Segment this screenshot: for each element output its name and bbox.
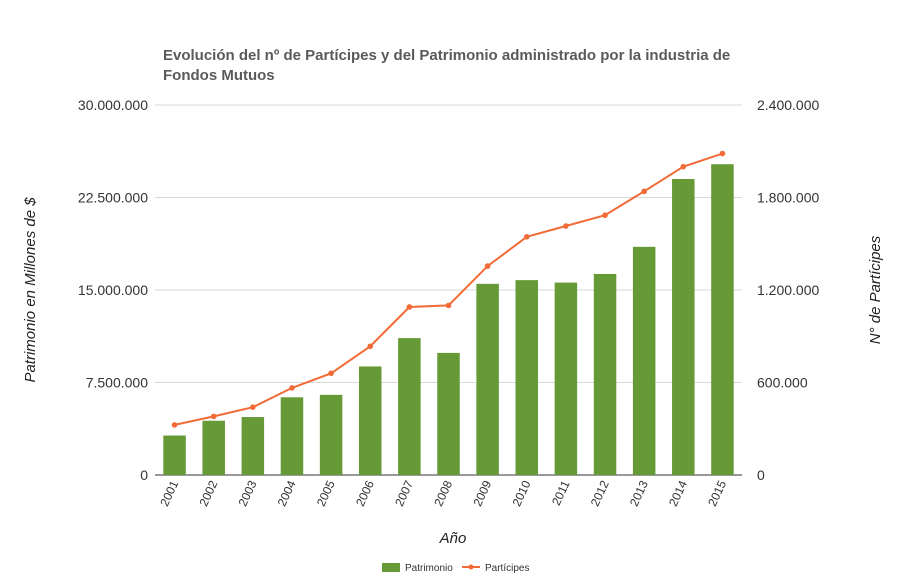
x-tick-label: 2004 xyxy=(275,478,299,508)
x-tick-label: 2007 xyxy=(392,478,416,508)
x-tick-label: 2001 xyxy=(157,478,181,508)
x-tick-label: 2011 xyxy=(549,478,573,508)
y-left-tick-label: 7.500.000 xyxy=(86,375,148,391)
x-axis-ticks: 2001 2002 2003 2004 2005 2006 2007 2008 2009 2010… xyxy=(157,478,729,508)
x-tick-label: 2008 xyxy=(431,478,455,508)
participes-point-2014 xyxy=(680,163,687,170)
bar-series-patrimonio xyxy=(163,164,734,475)
bar-2012 xyxy=(593,273,617,475)
x-tick-label: 2006 xyxy=(353,478,377,508)
x-axis-title: Año xyxy=(439,530,467,547)
x-tick-label: 2003 xyxy=(236,478,260,508)
y-axis-left-title: Patrimonio en Millones de $ xyxy=(22,197,39,383)
bar-2013 xyxy=(632,246,656,475)
bar-2001 xyxy=(163,435,186,475)
chart-title-line-2: Fondos Mutuos xyxy=(163,67,275,84)
x-tick-label: 2010 xyxy=(510,478,534,508)
y-right-tick-label: 1.800.000 xyxy=(757,190,819,206)
y-right-tick-label: 0 xyxy=(757,467,765,483)
line-series-participes xyxy=(171,150,726,428)
legend-label-participes: Partícipes xyxy=(485,563,529,574)
chart-title-line-1: Evolución del nº de Partícipes y del Pat… xyxy=(163,47,730,64)
legend: Patrimonio Partícipes xyxy=(382,563,529,574)
bar-2011 xyxy=(554,282,578,475)
legend-marker-participes xyxy=(468,564,474,570)
participes-point-2015 xyxy=(719,150,726,157)
x-tick-label: 2012 xyxy=(588,478,612,508)
participes-point-2009 xyxy=(484,263,491,269)
bar-2006 xyxy=(358,366,382,475)
bar-2008 xyxy=(437,352,460,475)
x-tick-label: 2002 xyxy=(196,478,220,508)
legend-swatch-patrimonio xyxy=(382,563,400,572)
x-tick-label: 2009 xyxy=(470,478,494,508)
bar-2004 xyxy=(280,397,304,475)
x-tick-label: 2014 xyxy=(666,478,690,508)
x-tick-label: 2015 xyxy=(705,478,729,508)
y-left-tick-label: 0 xyxy=(140,467,148,483)
bar-2007 xyxy=(398,338,421,475)
participes-point-2008 xyxy=(445,302,452,309)
bar-2015 xyxy=(711,164,734,475)
bar-2009 xyxy=(476,283,499,475)
participes-point-2011 xyxy=(563,223,569,229)
participes-point-2012 xyxy=(602,212,608,219)
y-left-tick-label: 30.000.000 xyxy=(78,97,148,113)
y-right-tick-label: 1.200.000 xyxy=(757,282,819,298)
legend-label-patrimonio: Patrimonio xyxy=(405,563,453,574)
x-tick-label: 2013 xyxy=(627,478,651,508)
bar-2005 xyxy=(319,394,343,475)
participes-point-2001 xyxy=(171,422,178,428)
participes-point-2003 xyxy=(250,404,256,410)
right-axis-ticks: 0 600.000 1.200.000 1.800.000 2.400.000 xyxy=(757,97,819,483)
participes-point-2006 xyxy=(367,343,374,350)
participes-point-2007 xyxy=(406,304,413,310)
y-axis-right-title: N° de Partícipes xyxy=(867,235,884,344)
y-right-tick-label: 2.400.000 xyxy=(757,97,819,113)
bar-2003 xyxy=(241,417,265,475)
y-left-tick-label: 22.500.000 xyxy=(78,190,148,206)
participes-point-2004 xyxy=(289,385,295,391)
left-axis-ticks: 0 7.500.000 15.000.000 22.500.000 30.000.000 xyxy=(78,97,148,483)
participes-point-2002 xyxy=(210,413,217,420)
y-right-tick-label: 600.000 xyxy=(757,375,808,391)
bar-2010 xyxy=(515,280,539,475)
participes-point-2010 xyxy=(523,234,530,240)
participes-point-2005 xyxy=(328,370,334,377)
participes-point-2013 xyxy=(641,188,647,195)
y-left-tick-label: 15.000.000 xyxy=(78,282,148,298)
bar-2014 xyxy=(672,179,695,475)
x-tick-label: 2005 xyxy=(314,478,338,508)
bar-2002 xyxy=(202,420,225,475)
